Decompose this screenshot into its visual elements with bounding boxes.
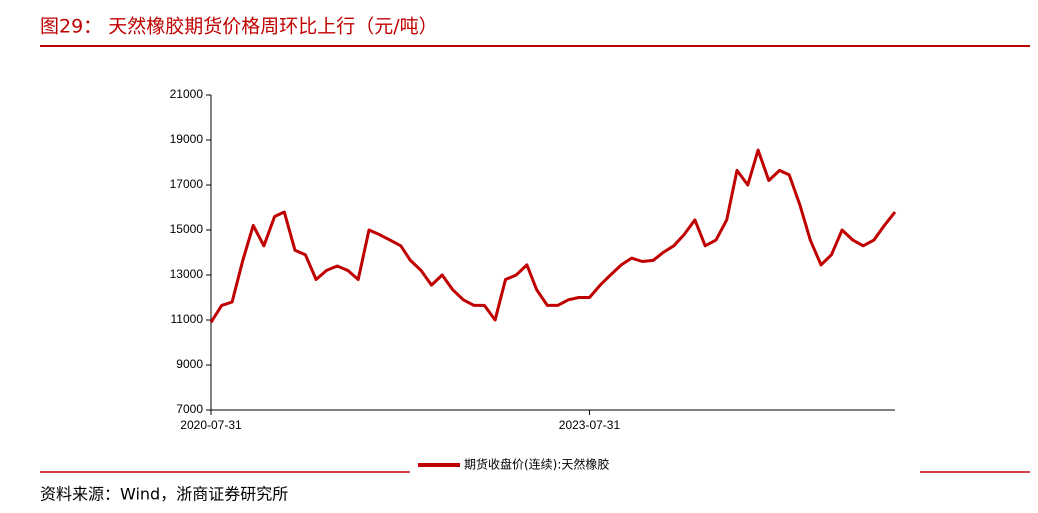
legend-label: 期货收盘价(连续):天然橡胶 bbox=[464, 457, 609, 472]
y-tick-label: 13000 bbox=[170, 267, 204, 281]
y-tick-label: 21000 bbox=[170, 87, 204, 101]
plot: 7000 9000 11000 13000 15000 17000 19000 21000 20… bbox=[170, 87, 897, 472]
source-note: 资料来源：Wind，浙商证券研究所 bbox=[40, 485, 288, 504]
y-tick-label: 17000 bbox=[170, 177, 204, 191]
x-tick-label: 2020-07-31 bbox=[180, 418, 242, 432]
y-tick-label: 19000 bbox=[170, 132, 204, 146]
x-tick-label: 2023-07-31 bbox=[559, 418, 621, 432]
figure-title: 图29： 天然橡胶期货价格周环比上行（元/吨） bbox=[40, 16, 438, 38]
y-tick-label: 7000 bbox=[176, 402, 203, 416]
y-tick-label: 15000 bbox=[170, 222, 204, 236]
y-tick-label: 9000 bbox=[176, 357, 203, 371]
y-tick-label: 11000 bbox=[171, 312, 204, 326]
data-line bbox=[209, 148, 897, 324]
